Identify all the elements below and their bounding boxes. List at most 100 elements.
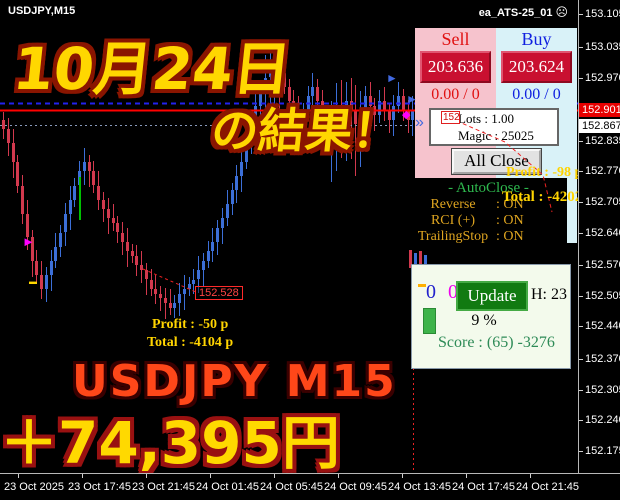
bid-price-chip: 152.901 [579, 103, 620, 117]
candle [82, 162, 86, 172]
candle [30, 237, 34, 261]
candle [187, 284, 191, 289]
autoclose-value: : ON [496, 229, 524, 244]
candle [54, 246, 58, 261]
price-tick: 152.570 [579, 259, 620, 271]
candle [92, 171, 96, 186]
candle [244, 143, 248, 163]
candle [97, 185, 101, 200]
sell-price-button[interactable]: 203.636 [420, 51, 491, 83]
update-button[interactable]: Update [456, 281, 528, 311]
candle-wick [355, 84, 357, 176]
ea-title: ea_ATS-25_01 ☹ [479, 5, 568, 19]
autoclose-row-rci: RCI (+) : ON [410, 213, 567, 229]
mini-candle [419, 251, 422, 266]
time-label: 24 Oct 21:45 [516, 481, 579, 493]
autoclose-row-trailingstop: TrailingStop : ON [410, 229, 567, 245]
candle [2, 119, 5, 130]
candle [378, 101, 381, 116]
price-tick: 152.970 [579, 72, 620, 84]
ea-status-face-icon[interactable]: ☹ [555, 5, 568, 19]
arrow-right-icon: ► [406, 92, 418, 106]
candle [135, 256, 139, 266]
candle [159, 293, 163, 299]
mini-candle [424, 255, 427, 266]
candle [63, 213, 67, 233]
candle [59, 232, 63, 247]
candle-wick [360, 91, 361, 168]
score-label: Score : (65) -3276 [438, 334, 555, 351]
time-label: 24 Oct 01:45 [196, 481, 259, 493]
time-label: 23 Oct 17:45 [68, 481, 131, 493]
candle-wick [274, 44, 276, 117]
percent-label: 9 % [471, 312, 497, 329]
candle [387, 110, 391, 120]
candle [182, 288, 186, 294]
candle [392, 105, 396, 120]
time-tick [210, 474, 211, 478]
candle [411, 110, 415, 120]
candle [149, 279, 153, 289]
buy-price-button[interactable]: 203.624 [501, 51, 572, 83]
progress-bar [423, 308, 436, 334]
candle [197, 270, 201, 280]
stat-right-num: 0 [448, 281, 458, 303]
candle [263, 77, 267, 92]
price-tick: 152.640 [579, 227, 620, 239]
candle [278, 63, 282, 73]
candle [230, 190, 234, 205]
price-axis[interactable]: 153.105 153.035 152.970 152.835 152.770 152.7… [578, 0, 620, 473]
candle [144, 270, 148, 280]
candle [111, 218, 115, 224]
arrow-right-icon: ► [22, 234, 35, 249]
price-tick: 152.705 [579, 196, 620, 208]
candle-wick [269, 42, 271, 124]
candle [16, 162, 20, 186]
candle-wick [341, 79, 342, 158]
time-tick [466, 474, 467, 478]
stat-dash-icon [418, 284, 426, 287]
candle [297, 110, 301, 120]
time-tick [18, 474, 19, 478]
diamond-icon: ◆ [402, 109, 411, 121]
candle-wick [112, 204, 114, 231]
h-count-label: H: 23 [531, 286, 567, 303]
magic-line: Magic : 25025 [458, 128, 534, 143]
candle [249, 124, 253, 144]
time-tick [82, 474, 83, 478]
candle-wick [264, 55, 266, 135]
candle [354, 110, 358, 125]
order-dash-icon: ▬ [29, 277, 37, 286]
candle [254, 105, 258, 125]
candle-wick [279, 40, 281, 124]
arrow-right-icon: ► [386, 71, 398, 85]
overlay-result-text: の結果！ [208, 104, 403, 159]
candle [368, 96, 372, 106]
candle [325, 119, 329, 134]
candle-wick [160, 286, 162, 312]
candle [344, 101, 348, 116]
candle [401, 96, 405, 111]
candle [35, 260, 39, 275]
candle [106, 209, 110, 219]
buy-vline [79, 177, 81, 220]
price-tick: 153.105 [579, 8, 620, 20]
time-label: 24 Oct 09:45 [324, 481, 387, 493]
autoclose-value: : ON [496, 213, 524, 228]
chart-area[interactable]: USDJPY,M15 ► ▬ ► ► » ◆ 152.528 Profit : -50 p… [0, 0, 578, 473]
total-note-right: Total : -4202 [502, 189, 578, 205]
candle-wick [331, 100, 333, 183]
total-note: Total : -4104 p [147, 335, 234, 350]
price-tick: 152.770 [579, 165, 620, 177]
time-label: 24 Oct 05:45 [260, 481, 323, 493]
candle [125, 241, 129, 252]
buy-label: Buy [521, 29, 552, 49]
candle-wick [169, 288, 171, 316]
candle [330, 119, 334, 134]
candle [406, 110, 410, 120]
autoclose-name: Reverse [430, 197, 476, 212]
overlay-profit-text: ＋74,395円 [0, 409, 340, 473]
candle [163, 298, 167, 303]
time-axis[interactable]: 23 Oct 2025 23 Oct 17:45 23 Oct 21:45 24 Oc… [0, 473, 620, 500]
candle [216, 227, 220, 242]
